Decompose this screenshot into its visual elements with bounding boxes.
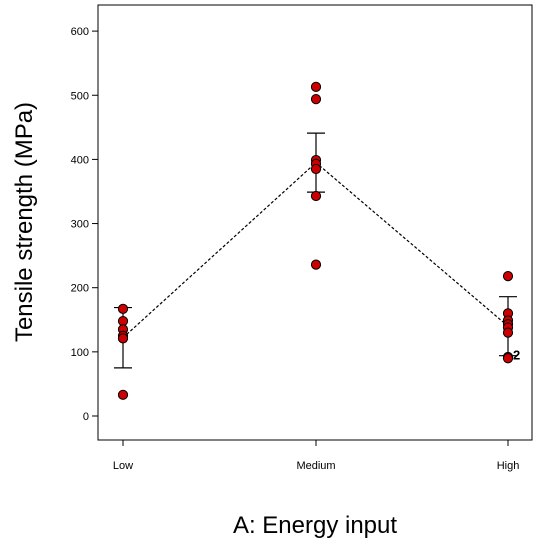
data-point <box>117 303 129 314</box>
point-count-label: 2 <box>513 347 520 362</box>
plot-frame <box>97 4 533 441</box>
x-tick-label: High <box>497 460 520 472</box>
data-point <box>117 333 129 344</box>
y-tick-label: 400 <box>71 154 89 166</box>
x-tick-label: Medium <box>296 460 335 472</box>
y-tick-label: 0 <box>83 411 89 423</box>
y-tick-label: 500 <box>71 90 89 102</box>
x-tick-label: Low <box>113 460 133 472</box>
data-point <box>310 190 322 202</box>
x-axis-title: A: Energy input <box>233 512 397 539</box>
data-points <box>117 81 514 400</box>
data-point <box>502 327 514 338</box>
annotations: 2 <box>513 347 520 362</box>
data-point <box>117 315 129 327</box>
data-point <box>502 353 514 364</box>
y-tick-label: 600 <box>71 26 89 38</box>
data-point <box>502 271 514 282</box>
data-point <box>117 389 129 400</box>
data-point <box>310 93 322 105</box>
data-point <box>310 81 322 93</box>
x-axis: Low Medium High <box>113 440 519 472</box>
y-tick-label: 200 <box>71 283 89 295</box>
data-point <box>310 259 322 270</box>
y-tick-label: 100 <box>71 347 89 359</box>
y-axis-title: Tensile strength (MPa) <box>11 102 38 342</box>
y-axis: 0 100 200 300 400 500 600 <box>71 26 98 423</box>
data-point <box>310 163 322 175</box>
y-tick-label: 300 <box>71 219 89 231</box>
